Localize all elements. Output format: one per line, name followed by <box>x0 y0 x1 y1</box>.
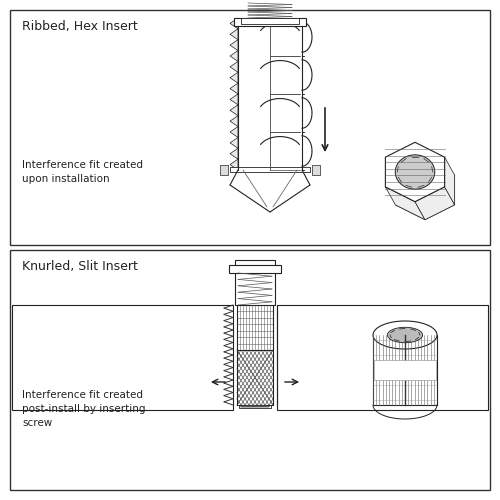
Polygon shape <box>230 138 238 148</box>
Bar <box>312 165 320 175</box>
Text: Interference fit created
upon installation: Interference fit created upon installati… <box>22 160 143 184</box>
Bar <box>12 305 233 410</box>
Text: Knurled, Slit Insert: Knurled, Slit Insert <box>22 260 138 273</box>
Bar <box>229 265 281 273</box>
Polygon shape <box>396 160 454 220</box>
Bar <box>239 405 271 408</box>
Polygon shape <box>230 148 238 159</box>
Polygon shape <box>230 50 238 62</box>
Bar <box>10 10 490 245</box>
Polygon shape <box>230 72 238 83</box>
Bar <box>10 250 490 490</box>
Polygon shape <box>396 155 435 189</box>
Bar <box>237 305 273 350</box>
Polygon shape <box>388 328 422 342</box>
Polygon shape <box>230 159 238 170</box>
Polygon shape <box>230 94 238 105</box>
Polygon shape <box>230 116 238 126</box>
Bar <box>241 18 299 24</box>
Bar <box>235 260 275 305</box>
Polygon shape <box>415 187 455 220</box>
Polygon shape <box>230 105 238 116</box>
Bar <box>373 335 437 405</box>
Polygon shape <box>230 29 238 40</box>
Polygon shape <box>386 187 425 220</box>
Bar <box>277 305 488 410</box>
Bar <box>230 167 310 172</box>
Bar <box>220 165 228 175</box>
Text: Ribbed, Hex Insert: Ribbed, Hex Insert <box>22 20 138 33</box>
Bar <box>374 360 436 380</box>
Polygon shape <box>230 62 238 72</box>
Polygon shape <box>230 18 238 29</box>
Polygon shape <box>444 157 454 205</box>
Polygon shape <box>230 126 238 138</box>
Bar <box>237 350 273 405</box>
Bar <box>234 18 306 26</box>
Text: Interference fit created
post-install by inserting
screw: Interference fit created post-install by… <box>22 390 146 428</box>
Polygon shape <box>373 321 437 349</box>
Polygon shape <box>386 142 444 202</box>
Polygon shape <box>230 83 238 94</box>
Polygon shape <box>230 40 238 50</box>
